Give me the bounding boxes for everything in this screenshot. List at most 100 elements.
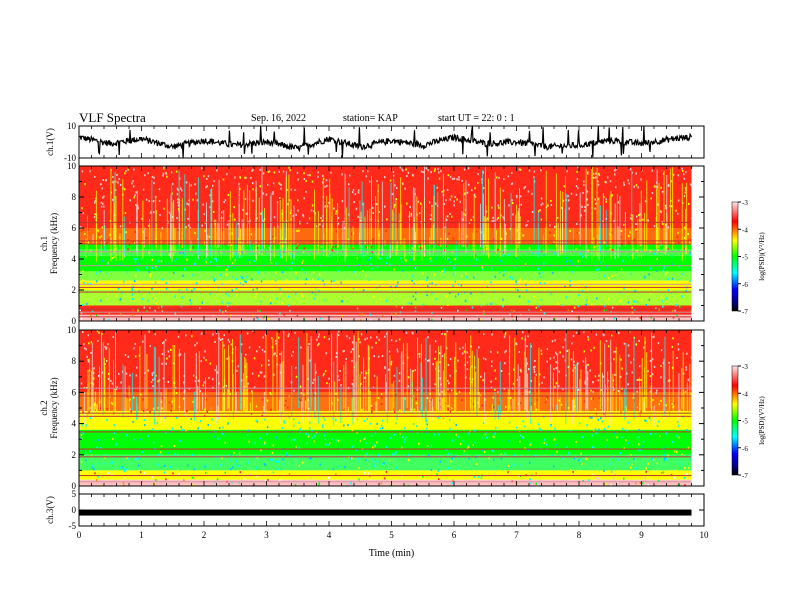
spectrum-speckle (358, 355, 360, 358)
spectrum-speckle (645, 304, 648, 306)
spectrum-speckle (410, 214, 413, 217)
spectrum-speckle (656, 425, 659, 427)
spectrum-speckle (138, 262, 140, 265)
spectrum-streak (430, 228, 432, 245)
spectrum-speckle (295, 366, 297, 369)
spectrum-streak (644, 336, 646, 412)
spectrum-speckle (269, 391, 271, 394)
spectrum-speckle (660, 376, 662, 379)
spectrum-speckle (651, 192, 654, 194)
spectrum-speckle (256, 316, 259, 319)
spectrum-speckle (528, 169, 531, 172)
spectrum-band (79, 411, 692, 430)
spectrum-speckle (168, 401, 171, 404)
spectrum-speckle (299, 385, 302, 388)
spectrum-speckle (270, 458, 272, 461)
spectrum-speckle (180, 305, 183, 308)
spectrum-speckle (286, 314, 289, 317)
spectrum-speckle (513, 454, 516, 457)
spectrum-speckle (99, 407, 102, 410)
spectrum-speckle (659, 435, 661, 438)
spectrum-speckle (161, 407, 163, 410)
spectrum-speckle (691, 333, 692, 336)
spectrum-speckle (454, 356, 456, 359)
spectrum-speckle (447, 388, 449, 391)
spectrum-streak (600, 205, 601, 252)
spectrum-speckle (503, 274, 505, 277)
spectrum-speckle (223, 201, 225, 203)
spectrum-speckle (670, 180, 672, 183)
spectrum-speckle (296, 230, 298, 232)
spectrum-speckle (324, 370, 327, 373)
spectrum-speckle (81, 230, 83, 233)
spectrum-speckle (204, 350, 206, 353)
spectrum-speckle (613, 358, 615, 361)
spectrum-speckle (252, 456, 255, 459)
spectrum-streak (491, 403, 493, 416)
spectrum-speckle (444, 270, 446, 273)
spectrum-speckle (501, 318, 503, 321)
spectrum-speckle (279, 353, 281, 356)
spectrum-speckle (258, 374, 260, 377)
spectrum-speckle (485, 210, 488, 213)
spectrum-streak (215, 219, 217, 258)
spectrum-speckle (110, 473, 113, 476)
spectrum-streak (669, 168, 671, 244)
spectrum-speckle (594, 207, 596, 210)
spectrum-speckle (564, 338, 566, 341)
spectrum-speckle (319, 463, 321, 466)
spectrum-band (79, 243, 692, 250)
spectrum-speckle (136, 456, 138, 459)
spectrum-speckle (152, 407, 155, 410)
spectrum-streak (482, 193, 484, 256)
spectrum-speckle (353, 201, 355, 203)
spectrum-speckle (631, 463, 633, 466)
spectrum-speckle (503, 178, 505, 181)
spectrum-speckle (390, 313, 393, 315)
spectrum-speckle (592, 429, 595, 432)
spectrum-speckle (626, 372, 628, 375)
spectrum-speckle (464, 192, 466, 195)
spectrum-speckle (124, 172, 126, 175)
spectrum-speckle (272, 182, 275, 185)
spectrum-streak (433, 195, 435, 251)
spectrum-speckle (152, 378, 154, 381)
spectrum-speckle (151, 266, 153, 269)
spectrum-speckle (671, 263, 673, 266)
spectrum-speckle (519, 368, 522, 371)
spectrum-speckle (555, 382, 558, 385)
spectrum-streak (683, 389, 685, 413)
spectrum-speckle (636, 316, 639, 319)
spectrum-speckle (447, 379, 449, 382)
spectrum-speckle (516, 319, 518, 321)
spectrum-speckle (653, 335, 655, 338)
spectrum-speckle (235, 289, 238, 292)
spectrum-speckle (135, 274, 137, 277)
spectrum-speckle (355, 207, 358, 210)
spectrum-speckle (661, 300, 664, 303)
spectrum-speckle (232, 276, 234, 279)
spectrum-speckle (133, 242, 136, 244)
spectrum-speckle (628, 235, 630, 238)
spectrum-speckle (400, 288, 402, 291)
spectrum-speckle (660, 211, 662, 214)
spectrum-speckle (240, 343, 243, 346)
spectrum-speckle (393, 268, 395, 271)
spectrum-speckle (635, 228, 637, 231)
spectrum-speckle (259, 437, 262, 440)
spectrum-speckle (510, 308, 513, 311)
spectrum-speckle (453, 266, 455, 269)
spectrum-speckle (539, 209, 541, 212)
spectrum-speckle (85, 348, 87, 351)
spectrum-speckle (133, 347, 135, 350)
spectrum-speckle (597, 183, 600, 186)
spectrum-streak (605, 384, 606, 418)
spectrum-speckle (638, 436, 640, 438)
spectrum-speckle (458, 457, 460, 460)
narrowband-line (79, 316, 692, 318)
spectrum-speckle (177, 201, 179, 204)
spectrum-speckle (185, 181, 188, 184)
station-label: station= KAP (343, 113, 398, 124)
spectrum-speckle (633, 458, 635, 461)
spectrum-speckle (248, 440, 250, 443)
